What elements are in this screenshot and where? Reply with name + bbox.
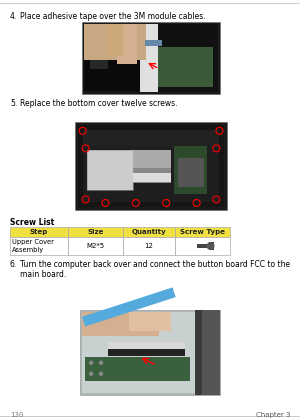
Bar <box>174 146 207 194</box>
Bar <box>133 150 171 184</box>
Text: Screw Type: Screw Type <box>180 229 225 235</box>
Bar <box>133 173 171 182</box>
Text: Quantity: Quantity <box>132 229 166 235</box>
Bar <box>80 310 220 395</box>
Circle shape <box>206 242 214 250</box>
Bar <box>82 312 218 393</box>
Circle shape <box>100 372 103 375</box>
Text: Upper Cover
Assembly: Upper Cover Assembly <box>12 239 54 253</box>
Text: 5.: 5. <box>10 99 17 108</box>
Bar <box>84 24 218 92</box>
Text: Turn the computer back over and connect the button board FCC to the main board.: Turn the computer back over and connect … <box>20 260 290 279</box>
Text: Chapter 3: Chapter 3 <box>256 412 290 418</box>
Text: 6.: 6. <box>10 260 17 269</box>
Bar <box>10 227 68 237</box>
Bar <box>175 227 230 237</box>
Bar <box>133 150 171 168</box>
Bar <box>87 150 133 189</box>
Bar <box>146 40 162 46</box>
Bar <box>83 130 219 146</box>
Bar <box>123 237 175 255</box>
Bar <box>208 242 214 250</box>
Bar <box>108 342 185 352</box>
Bar <box>195 310 220 395</box>
Circle shape <box>90 361 93 364</box>
Bar <box>84 24 146 60</box>
Bar <box>202 310 220 395</box>
Text: Size: Size <box>87 229 104 235</box>
Bar <box>68 237 123 255</box>
Bar <box>123 227 175 237</box>
Bar <box>90 55 108 69</box>
Text: Step: Step <box>30 229 48 235</box>
Text: 4.: 4. <box>10 12 17 21</box>
Circle shape <box>100 361 103 364</box>
Bar <box>196 244 211 248</box>
Text: M2*5: M2*5 <box>86 243 105 249</box>
Bar <box>10 237 68 255</box>
Text: 130: 130 <box>10 412 23 418</box>
Bar <box>175 237 230 255</box>
Bar <box>87 150 133 189</box>
Bar <box>108 349 185 356</box>
Text: Screw List: Screw List <box>10 218 54 227</box>
Bar <box>140 24 158 92</box>
Bar <box>68 227 123 237</box>
Bar <box>78 125 224 207</box>
Bar <box>82 287 176 326</box>
Bar <box>84 44 146 90</box>
Bar <box>82 312 159 336</box>
Bar <box>178 158 204 187</box>
Text: 12: 12 <box>145 243 153 249</box>
Bar <box>85 357 190 381</box>
Bar <box>158 47 213 87</box>
Circle shape <box>90 372 93 375</box>
Text: Replace the bottom cover twelve screws.: Replace the bottom cover twelve screws. <box>20 99 178 108</box>
Bar <box>82 22 220 94</box>
Bar <box>83 146 219 202</box>
Bar <box>75 122 227 210</box>
Bar <box>129 312 171 331</box>
Bar <box>116 24 137 63</box>
Text: Place adhesive tape over the 3M module cables.: Place adhesive tape over the 3M module c… <box>20 12 206 21</box>
Bar <box>107 24 123 56</box>
